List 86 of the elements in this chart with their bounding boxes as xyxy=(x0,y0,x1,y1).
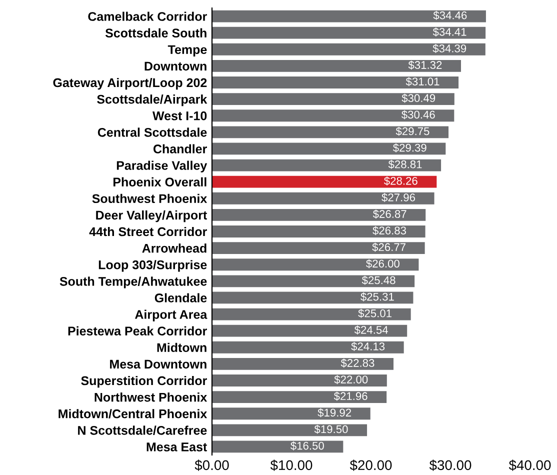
bar xyxy=(212,142,446,155)
data-label: $28.81 xyxy=(388,160,422,169)
bar xyxy=(212,192,434,204)
bar xyxy=(212,324,408,337)
y-tick-label: Chandler xyxy=(153,144,207,154)
y-tick-label: Paradise Valley xyxy=(116,160,208,172)
data-label: $25.48 xyxy=(362,276,396,285)
data-label: $34.41 xyxy=(432,27,466,36)
y-tick-label: Tempe xyxy=(168,45,207,57)
data-label: $27.96 xyxy=(382,193,415,202)
bar xyxy=(212,275,415,288)
data-label: $26.77 xyxy=(372,242,406,252)
bar xyxy=(212,258,419,271)
data-label: $31.32 xyxy=(408,60,442,70)
y-tick-label: Scottsdale/Airpark xyxy=(97,94,208,106)
y-tick-label: Midtown/Central Phoenix xyxy=(58,409,208,418)
bar xyxy=(212,176,437,188)
data-label: $34.39 xyxy=(432,44,466,54)
y-tick-label: Arrowhead xyxy=(142,244,206,253)
y-tick-label: Mesa East xyxy=(146,442,207,452)
y-tick-label: Airport Area xyxy=(134,310,208,322)
x-tick-label: $30.00 xyxy=(429,460,472,471)
y-tick-label: N Scottsdale/Carefree xyxy=(78,426,207,435)
bar xyxy=(212,60,461,72)
y-tick-label: Southwest Phoenix xyxy=(92,194,208,204)
data-label: $31.01 xyxy=(406,77,440,86)
y-tick-label: Piestewa Peak Corridor xyxy=(68,326,207,336)
data-label: $21.96 xyxy=(334,392,368,401)
data-label: $22.83 xyxy=(340,358,374,368)
data-label: $30.49 xyxy=(402,94,436,103)
bar xyxy=(212,242,425,254)
y-tick-label: Scottsdale South xyxy=(105,28,206,38)
x-tick-label: $20.00 xyxy=(350,460,392,471)
bar xyxy=(212,10,486,22)
data-label: $30.46 xyxy=(402,110,435,120)
bar xyxy=(212,391,387,404)
y-tick-label: Northwest Phoenix xyxy=(94,392,208,402)
bar xyxy=(212,408,370,420)
bar xyxy=(212,26,486,39)
x-tick-label: $40.00 xyxy=(508,460,551,471)
bar xyxy=(212,43,486,56)
data-label: $34.46 xyxy=(433,10,467,20)
data-label: $29.39 xyxy=(392,143,426,152)
y-tick-label: Deer Valley/Airport xyxy=(96,210,207,222)
data-label: $19.50 xyxy=(314,424,348,434)
data-label: $22.00 xyxy=(334,375,368,384)
y-tick-label: South Tempe/Ahwatukee xyxy=(60,276,207,288)
data-label: $24.13 xyxy=(351,342,385,352)
bar xyxy=(212,308,411,320)
data-label: $29.75 xyxy=(396,126,430,136)
y-tick-label: Glendale xyxy=(154,293,207,302)
bar xyxy=(212,358,394,370)
y-tick-label: 44th Street Corridor xyxy=(89,226,207,236)
y-tick-label: Downtown xyxy=(144,62,206,71)
bar xyxy=(212,76,459,88)
x-tick-label: $10.00 xyxy=(270,460,312,471)
data-label: $28.26 xyxy=(384,176,418,186)
y-tick-label: Camelback Corridor xyxy=(88,12,207,21)
bar xyxy=(212,110,454,122)
y-tick-label: Phoenix Overall xyxy=(114,177,206,186)
bar xyxy=(212,424,368,436)
y-tick-label: Loop 303/Surprise xyxy=(98,260,207,272)
x-tick-label: $0.00 xyxy=(194,460,229,471)
bar xyxy=(212,374,387,386)
data-label: $26.83 xyxy=(372,226,406,236)
data-label: $24.54 xyxy=(354,325,388,334)
y-tick-label: Midtown xyxy=(157,342,206,352)
bar xyxy=(212,93,454,106)
bar xyxy=(212,226,426,238)
bar xyxy=(212,440,344,453)
y-tick-label: Gateway Airport/Loop 202 xyxy=(53,78,207,90)
bar xyxy=(212,126,449,138)
data-label: $19.92 xyxy=(318,408,352,418)
data-label: $25.31 xyxy=(360,292,394,302)
bar xyxy=(212,159,442,172)
y-tick-label: West I-10 xyxy=(152,111,207,120)
data-label: $26.87 xyxy=(372,210,406,219)
y-tick-label: Superstition Corridor xyxy=(81,376,207,388)
y-tick-label: Mesa Downtown xyxy=(110,360,206,369)
data-label: $26.00 xyxy=(366,259,400,268)
data-label: $25.01 xyxy=(358,308,392,318)
bar xyxy=(212,208,426,221)
bar xyxy=(212,292,414,304)
data-label: $16.50 xyxy=(290,441,324,450)
bar xyxy=(212,341,404,354)
y-tick-label: Central Scottsdale xyxy=(98,128,207,137)
